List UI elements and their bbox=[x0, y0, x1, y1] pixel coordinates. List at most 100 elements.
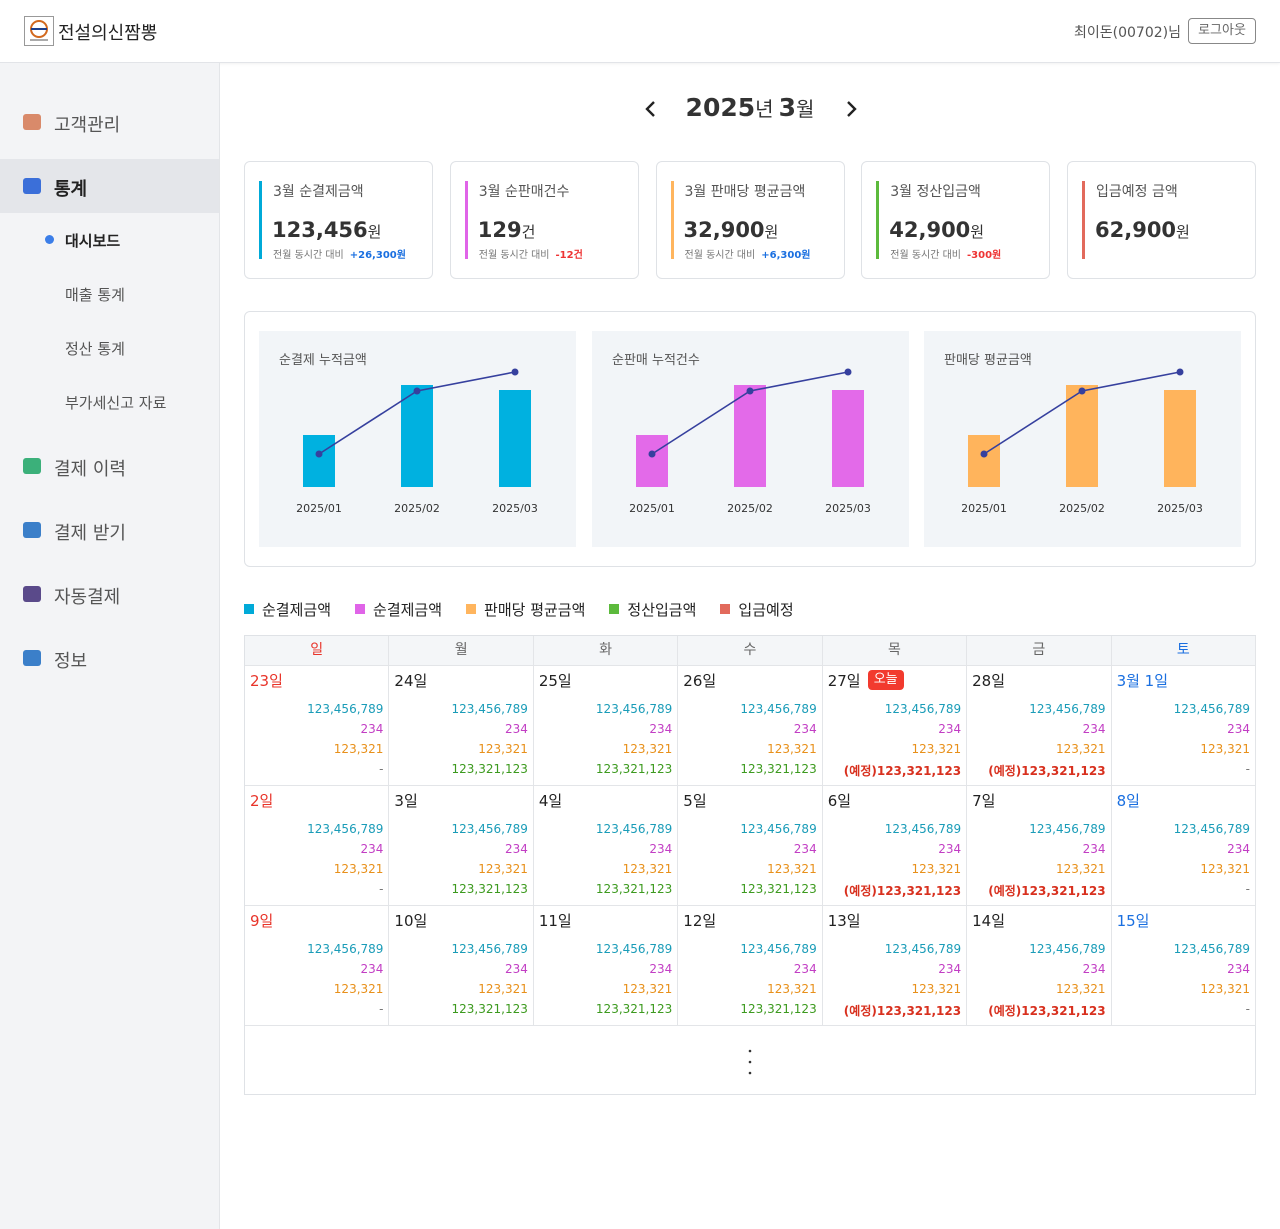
day-date: 25일 bbox=[538, 672, 572, 690]
day-cell[interactable]: 4일 123,456,789 234 123,321 123,321,123 bbox=[533, 786, 679, 906]
card-title: 3월 순판매건수 bbox=[478, 184, 570, 200]
month-unit: 월 bbox=[796, 97, 815, 121]
compare-label: 전월 동시간 대비 bbox=[684, 250, 756, 261]
day-amount: 123,456,789 bbox=[595, 702, 673, 716]
month-title: 2025년 3월 bbox=[670, 93, 830, 122]
submenu-item[interactable]: 대시보드 bbox=[65, 232, 121, 250]
day-date: 12일 bbox=[683, 912, 717, 930]
point bbox=[648, 450, 655, 458]
day-amount: 234 bbox=[649, 962, 673, 976]
day-amount: 123,321 bbox=[1055, 742, 1106, 756]
menu-item[interactable]: 고객관리 bbox=[54, 115, 121, 136]
menu-item[interactable]: 통계 bbox=[54, 179, 88, 200]
compare-diff: +6,300원 bbox=[761, 250, 811, 261]
day-cell[interactable]: 23일 123,456,789 234 123,321 - bbox=[245, 666, 390, 786]
day-date: 24일 bbox=[394, 672, 428, 690]
card-value-row: 42,900원 bbox=[889, 218, 984, 242]
day-cell[interactable]: 7일 123,456,789 234 123,321 (예정)123,321,123 bbox=[967, 786, 1112, 906]
point bbox=[315, 450, 323, 458]
icon-shape bbox=[23, 586, 41, 602]
day-amount: 123,321 bbox=[333, 742, 384, 756]
card-unit: 원 bbox=[764, 223, 779, 241]
day-date: 3월 1일 bbox=[1116, 672, 1169, 690]
day-cell[interactable]: 5일 123,456,789 234 123,321 123,321,123 bbox=[678, 786, 823, 906]
day-date: 5일 bbox=[683, 792, 707, 810]
menu-item[interactable]: 결제 이력 bbox=[54, 459, 126, 480]
day-cell[interactable]: 14일 123,456,789 234 123,321 (예정)123,321,123 bbox=[967, 906, 1112, 1026]
compare-label: 전월 동시간 대비 bbox=[478, 250, 550, 261]
compare-label: 전월 동시간 대비 bbox=[890, 250, 962, 261]
day-cell[interactable]: 8일 123,456,789 234 123,321 - bbox=[1111, 786, 1256, 906]
x-tick-label: 2025/02 bbox=[727, 502, 773, 515]
day-date: 11일 bbox=[538, 912, 572, 930]
more-dots bbox=[748, 1049, 752, 1075]
menu-icon bbox=[23, 458, 41, 474]
day-cell[interactable]: 26일 123,456,789 234 123,321 123,321,123 bbox=[678, 666, 823, 786]
day-amount: 123,321 bbox=[478, 982, 528, 996]
point bbox=[511, 368, 519, 376]
day-amount: 123,321 bbox=[767, 742, 817, 756]
day-amount: 123,456,789 bbox=[595, 822, 673, 836]
submenu-item[interactable]: 매출 통계 bbox=[65, 286, 125, 304]
point bbox=[1078, 387, 1086, 395]
calendar: 일 월 화 수 목 금 토 23일 123,456,789 234 123,321 - 24일 123,4… bbox=[244, 635, 1256, 1095]
day-amount: 123,321 bbox=[1200, 742, 1250, 756]
day-amount: 123,321 bbox=[767, 862, 817, 876]
legend-swatch bbox=[720, 604, 731, 614]
bar bbox=[733, 385, 766, 487]
day-amount: 123,321,123 bbox=[451, 762, 528, 776]
compare-diff: -12건 bbox=[555, 250, 583, 261]
calendar-more-row bbox=[245, 1026, 1256, 1095]
icon-shape bbox=[23, 458, 41, 474]
day-cell[interactable]: 11일 123,456,789 234 123,321 123,321,123 bbox=[533, 906, 679, 1026]
day-amount: 123,321 bbox=[1055, 982, 1106, 996]
compare-label: 전월 동시간 대비 bbox=[273, 250, 344, 261]
day-cell[interactable]: 15일 123,456,789 234 123,321 - bbox=[1111, 906, 1256, 1026]
day-amount: - bbox=[379, 762, 384, 776]
day-amount: 123,321,123 bbox=[595, 762, 673, 776]
day-cell[interactable]: 28일 123,456,789 234 123,321 (예정)123,321,123 bbox=[967, 666, 1112, 786]
legend-label: 순결제금액 bbox=[262, 601, 332, 619]
bar bbox=[401, 385, 433, 487]
weekday-header: 금 bbox=[967, 636, 1112, 666]
card-value: 129 bbox=[477, 218, 522, 242]
bar bbox=[1164, 390, 1196, 487]
day-cell[interactable]: 9일 123,456,789 234 123,321 - bbox=[245, 906, 390, 1026]
logo bbox=[24, 16, 54, 46]
day-cell[interactable]: 2일 123,456,789 234 123,321 - bbox=[245, 786, 390, 906]
next-month[interactable] bbox=[844, 99, 858, 119]
day-cell[interactable]: 27일 오늘 123,456,789 234 123,321 (예정)123,321,12… bbox=[822, 666, 968, 786]
menu-item[interactable]: 자동결제 bbox=[54, 587, 121, 608]
day-date: 23일 bbox=[250, 672, 283, 690]
day-amount: 123,456,789 bbox=[740, 822, 817, 836]
day-cell[interactable]: 24일 123,456,789 234 123,321 123,321,123 bbox=[389, 666, 534, 786]
year-unit: 년 bbox=[755, 97, 774, 121]
menu-item[interactable]: 정보 bbox=[54, 651, 88, 672]
card-value: 123,456 bbox=[272, 218, 368, 242]
header: 전설의신짬뽕 최이돈(00702)님 로그아웃 bbox=[0, 0, 1280, 63]
stat-card: 3월 순결제금액 123,456원 전월 동시간 대비 +26,300원 bbox=[244, 161, 433, 279]
menu-item[interactable]: 결제 받기 bbox=[54, 523, 126, 544]
day-cell[interactable]: 12일 123,456,789 234 123,321 123,321,123 bbox=[678, 906, 823, 1026]
day-cell[interactable]: 25일 123,456,789 234 123,321 123,321,123 bbox=[533, 666, 679, 786]
day-cell[interactable]: 13일 123,456,789 234 123,321 (예정)123,321,123 bbox=[822, 906, 968, 1026]
day-amount: 123,321 bbox=[622, 862, 673, 876]
day-cell[interactable]: 6일 123,456,789 234 123,321 (예정)123,321,123 bbox=[822, 786, 968, 906]
day-cell[interactable]: 3일 123,456,789 234 123,321 123,321,123 bbox=[389, 786, 534, 906]
day-amount: 123,456,789 bbox=[740, 942, 817, 956]
card-unit: 원 bbox=[1176, 223, 1190, 241]
prev-month[interactable] bbox=[644, 99, 658, 119]
submenu-item[interactable]: 부가세신고 자료 bbox=[65, 394, 167, 412]
day-amount: 123,456,789 bbox=[595, 942, 673, 956]
submenu-item[interactable]: 정산 통계 bbox=[65, 340, 125, 358]
day-amount: 123,321 bbox=[478, 742, 528, 756]
day-cell[interactable]: 3월 1일 123,456,789 234 123,321 - bbox=[1111, 666, 1256, 786]
weekday-header: 수 bbox=[678, 636, 823, 666]
day-amount: 123,456,789 bbox=[1173, 822, 1250, 836]
logout-button[interactable]: 로그아웃 bbox=[1188, 18, 1256, 44]
day-amount: - bbox=[1245, 762, 1250, 776]
day-amount: - bbox=[1245, 1002, 1250, 1016]
day-cell[interactable]: 10일 123,456,789 234 123,321 123,321,123 bbox=[389, 906, 534, 1026]
day-amount: 123,321 bbox=[911, 862, 962, 876]
